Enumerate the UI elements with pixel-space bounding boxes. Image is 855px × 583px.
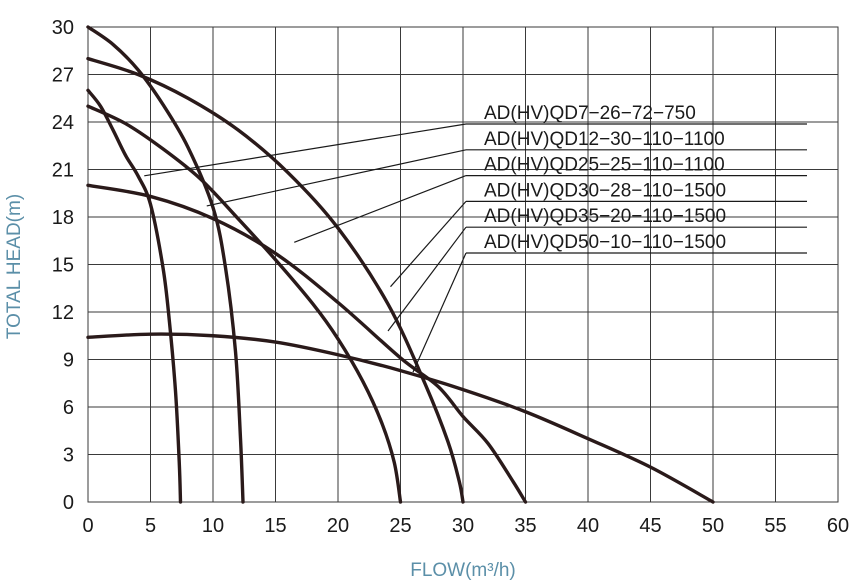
y-tick-label: 12: [52, 302, 74, 324]
y-tick-label: 21: [52, 160, 74, 182]
legend-label: AD(HV)QD35−20−110−1500: [484, 206, 726, 227]
series-curve: [86, 104, 403, 504]
legend-leader-line: [412, 252, 467, 373]
y-axis-title: TOTAL HEAD(m): [4, 194, 25, 339]
x-tick-label: 55: [764, 515, 786, 537]
legend-leader-line: [387, 226, 467, 332]
x-tick-label: 60: [827, 515, 849, 537]
x-tick-label: 40: [577, 515, 599, 537]
series-curve: [86, 56, 465, 504]
y-tick-label: 6: [63, 397, 74, 419]
x-axis-title: FLOW(m³/h): [410, 560, 516, 581]
y-tick-label: 30: [52, 17, 74, 39]
y-tick-labels: 0 3 6 9 12 15 18 21 24 27 30: [52, 17, 74, 514]
x-tick-label: 30: [452, 515, 474, 537]
legend-label: AD(HV)QD7−26−72−750: [484, 103, 696, 124]
grid-lines: [87, 26, 839, 503]
x-tick-label: 20: [327, 515, 349, 537]
y-tick-label: 9: [63, 350, 74, 372]
legend-label: AD(HV)QD25−25−110−1100: [484, 155, 725, 176]
legend-label: AD(HV)QD30−28−110−1500: [484, 180, 726, 201]
legend-leader-line: [294, 175, 467, 243]
x-tick-label: 45: [639, 515, 661, 537]
legend-leader-line: [206, 149, 467, 207]
y-tick-label: 24: [52, 112, 74, 134]
series-curve: [86, 88, 183, 504]
y-tick-label: 0: [63, 492, 74, 514]
legend-leader-lines: [144, 123, 467, 373]
legend: AD(HV)QD7−26−72−750 AD(HV)QD12−30−110−110…: [466, 103, 807, 254]
legend-leader-line: [390, 201, 467, 288]
y-tick-label: 18: [52, 207, 74, 229]
x-tick-label: 0: [82, 515, 93, 537]
y-tick-label: 27: [52, 65, 74, 87]
y-tick-label: 15: [52, 255, 74, 277]
x-tick-label: 5: [145, 515, 156, 537]
legend-leader-line: [144, 123, 467, 177]
series-curves: [86, 25, 715, 504]
series-curve: [86, 183, 528, 504]
x-tick-labels: 0 5 10 15 20 25 30 35 40 45 50 55 60: [82, 515, 849, 537]
x-tick-label: 10: [202, 515, 224, 537]
legend-label: AD(HV)QD50−10−110−1500: [484, 232, 726, 253]
x-tick-label: 35: [514, 515, 536, 537]
x-tick-label: 50: [702, 515, 724, 537]
x-tick-label: 25: [389, 515, 411, 537]
legend-label: AD(HV)QD12−30−110−1100: [484, 129, 725, 150]
x-tick-label: 15: [264, 515, 286, 537]
y-tick-label: 3: [63, 445, 74, 467]
series-curve: [86, 25, 245, 504]
series-curve: [86, 332, 715, 504]
